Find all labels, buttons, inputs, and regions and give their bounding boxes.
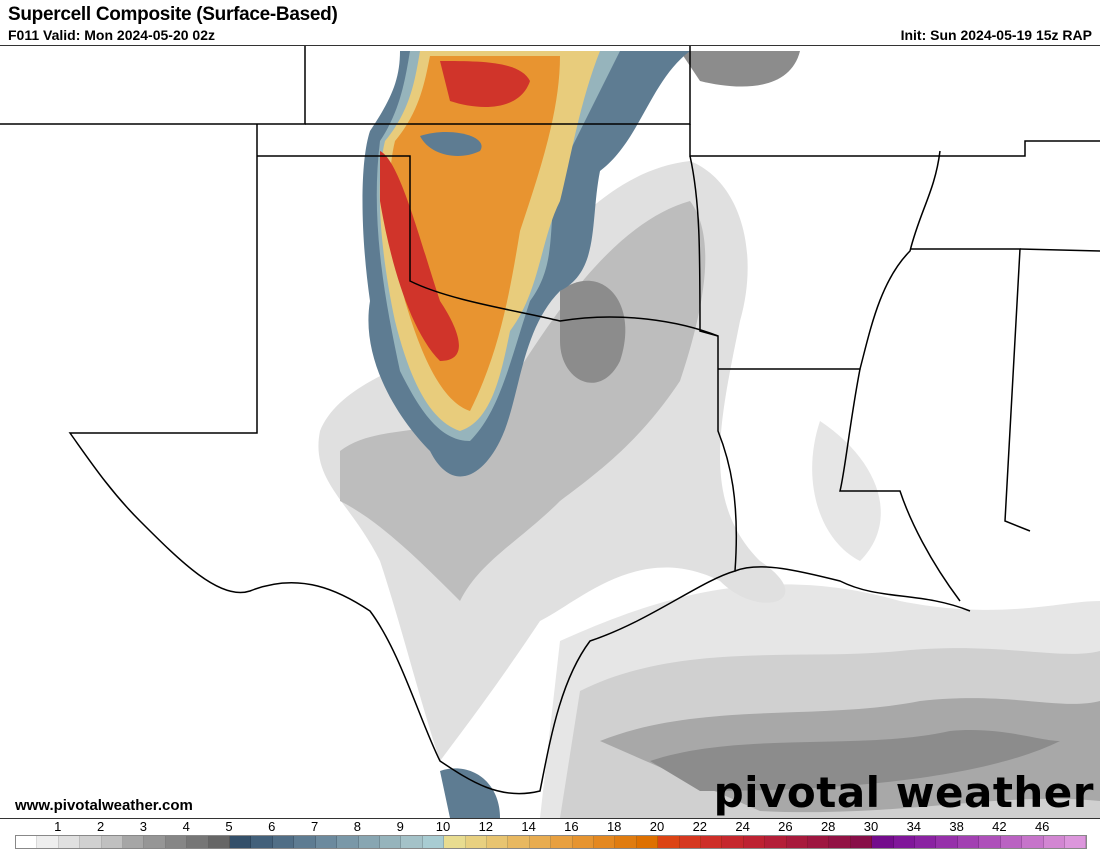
colorbar-tick-label: 38 bbox=[949, 819, 964, 834]
colorbar-tick-label: 22 bbox=[692, 819, 708, 834]
colorbar-swatch bbox=[915, 836, 937, 848]
colorbar-tick-label: 7 bbox=[310, 819, 319, 834]
colorbar-swatch bbox=[58, 836, 81, 848]
colorbar-tick-label: 4 bbox=[182, 819, 190, 834]
colorbar-tick-label: 2 bbox=[96, 819, 105, 834]
gulf-shading bbox=[540, 584, 1100, 818]
colorbar-tick-label: 1 bbox=[54, 819, 62, 834]
valid-time: F011 Valid: Mon 2024-05-20 02z bbox=[8, 27, 215, 43]
colorbar-swatch bbox=[315, 836, 338, 848]
colorbar-swatch bbox=[572, 836, 594, 848]
init-time: Init: Sun 2024-05-19 15z RAP bbox=[900, 27, 1092, 43]
colorbar-tick-label: 20 bbox=[649, 819, 665, 834]
colorbar-swatch bbox=[743, 836, 766, 848]
colorbar-swatch bbox=[1022, 836, 1044, 848]
state-borders bbox=[0, 46, 1100, 795]
pivotal-weather-logo: pivotal weather bbox=[713, 768, 1094, 817]
colorbar-swatch bbox=[551, 836, 573, 848]
colorbar-swatch bbox=[294, 836, 316, 848]
colorbar-swatch bbox=[401, 836, 423, 848]
chart-title: Supercell Composite (Surface-Based) bbox=[8, 4, 338, 25]
colorbar-swatch bbox=[508, 836, 530, 848]
colorbar-swatch bbox=[850, 836, 873, 848]
colorbar-swatch bbox=[872, 836, 894, 848]
colorbar-tick-label: 16 bbox=[564, 819, 579, 834]
colorbar-tick-label: 8 bbox=[353, 819, 362, 834]
colorbar-swatch bbox=[893, 836, 916, 848]
colorbar-swatch bbox=[636, 836, 659, 848]
colorbar-tick-label: 24 bbox=[735, 819, 750, 834]
scp-shading bbox=[362, 51, 690, 818]
colorbar-tick-label: 34 bbox=[906, 819, 922, 834]
colorbar-swatch bbox=[957, 836, 980, 848]
colorbar-swatch bbox=[529, 836, 552, 848]
colorbar-swatch bbox=[444, 836, 466, 848]
colorbar-swatch bbox=[722, 836, 744, 848]
colorbar-swatch bbox=[1064, 836, 1087, 848]
colorbar-swatch bbox=[230, 836, 252, 848]
colorbar-swatch bbox=[615, 836, 637, 848]
colorbar-tick-label: 18 bbox=[606, 819, 622, 834]
colorbar-swatch bbox=[465, 836, 487, 848]
colorbar-swatch bbox=[16, 836, 38, 848]
colorbar-swatch bbox=[101, 836, 124, 848]
colorbar-swatch bbox=[979, 836, 1001, 848]
colorbar-swatch bbox=[422, 836, 445, 848]
colorbar-swatch bbox=[187, 836, 209, 848]
colorbar-swatch bbox=[337, 836, 359, 848]
colorbar-swatch bbox=[379, 836, 402, 848]
colorbar-tick-label: 3 bbox=[139, 819, 148, 834]
colorbar-swatch bbox=[486, 836, 509, 848]
colorbar-swatch bbox=[808, 836, 830, 848]
colorbar-tick-label: 9 bbox=[396, 819, 404, 834]
colorbar-tick-label: 42 bbox=[992, 819, 1007, 834]
colorbar-tick-label: 26 bbox=[778, 819, 793, 834]
colorbar-swatch bbox=[701, 836, 723, 848]
colorbar bbox=[15, 835, 1087, 849]
colorbar-tick-label: 6 bbox=[268, 819, 276, 834]
colorbar-swatch bbox=[658, 836, 680, 848]
colorbar-swatch bbox=[208, 836, 231, 848]
colorbar-swatch bbox=[679, 836, 701, 848]
colorbar-swatch bbox=[765, 836, 787, 848]
colorbar-swatch bbox=[251, 836, 273, 848]
colorbar-swatch bbox=[165, 836, 188, 848]
colorbar-tick-label: 30 bbox=[863, 819, 879, 834]
colorbar-swatch bbox=[593, 836, 616, 848]
colorbar-tick-label: 10 bbox=[435, 819, 451, 834]
colorbar-swatch bbox=[786, 836, 809, 848]
weather-map bbox=[0, 45, 1100, 819]
colorbar-swatch bbox=[358, 836, 380, 848]
colorbar-swatch bbox=[144, 836, 166, 848]
colorbar-tick-label: 5 bbox=[225, 819, 233, 834]
colorbar-tick-label: 12 bbox=[478, 819, 494, 834]
colorbar-tick-label: 14 bbox=[521, 819, 536, 834]
gray-shading bbox=[318, 51, 881, 761]
colorbar-swatch bbox=[936, 836, 958, 848]
colorbar-swatch bbox=[80, 836, 102, 848]
colorbar-tick-label: 46 bbox=[1034, 819, 1050, 834]
colorbar-labels: 1 2 3 4 5 6 7 8 9 10 12 14 16 18 20 22 24 26 28 30 34 38 42 46 bbox=[0, 819, 1100, 834]
colorbar-swatch bbox=[37, 836, 59, 848]
colorbar-swatch bbox=[1043, 836, 1065, 848]
website-url: www.pivotalweather.com bbox=[15, 797, 193, 814]
colorbar-swatch bbox=[829, 836, 851, 848]
colorbar-swatch bbox=[272, 836, 295, 848]
colorbar-swatch bbox=[1000, 836, 1023, 848]
colorbar-tick-label: 28 bbox=[820, 819, 836, 834]
colorbar-swatch bbox=[123, 836, 145, 848]
